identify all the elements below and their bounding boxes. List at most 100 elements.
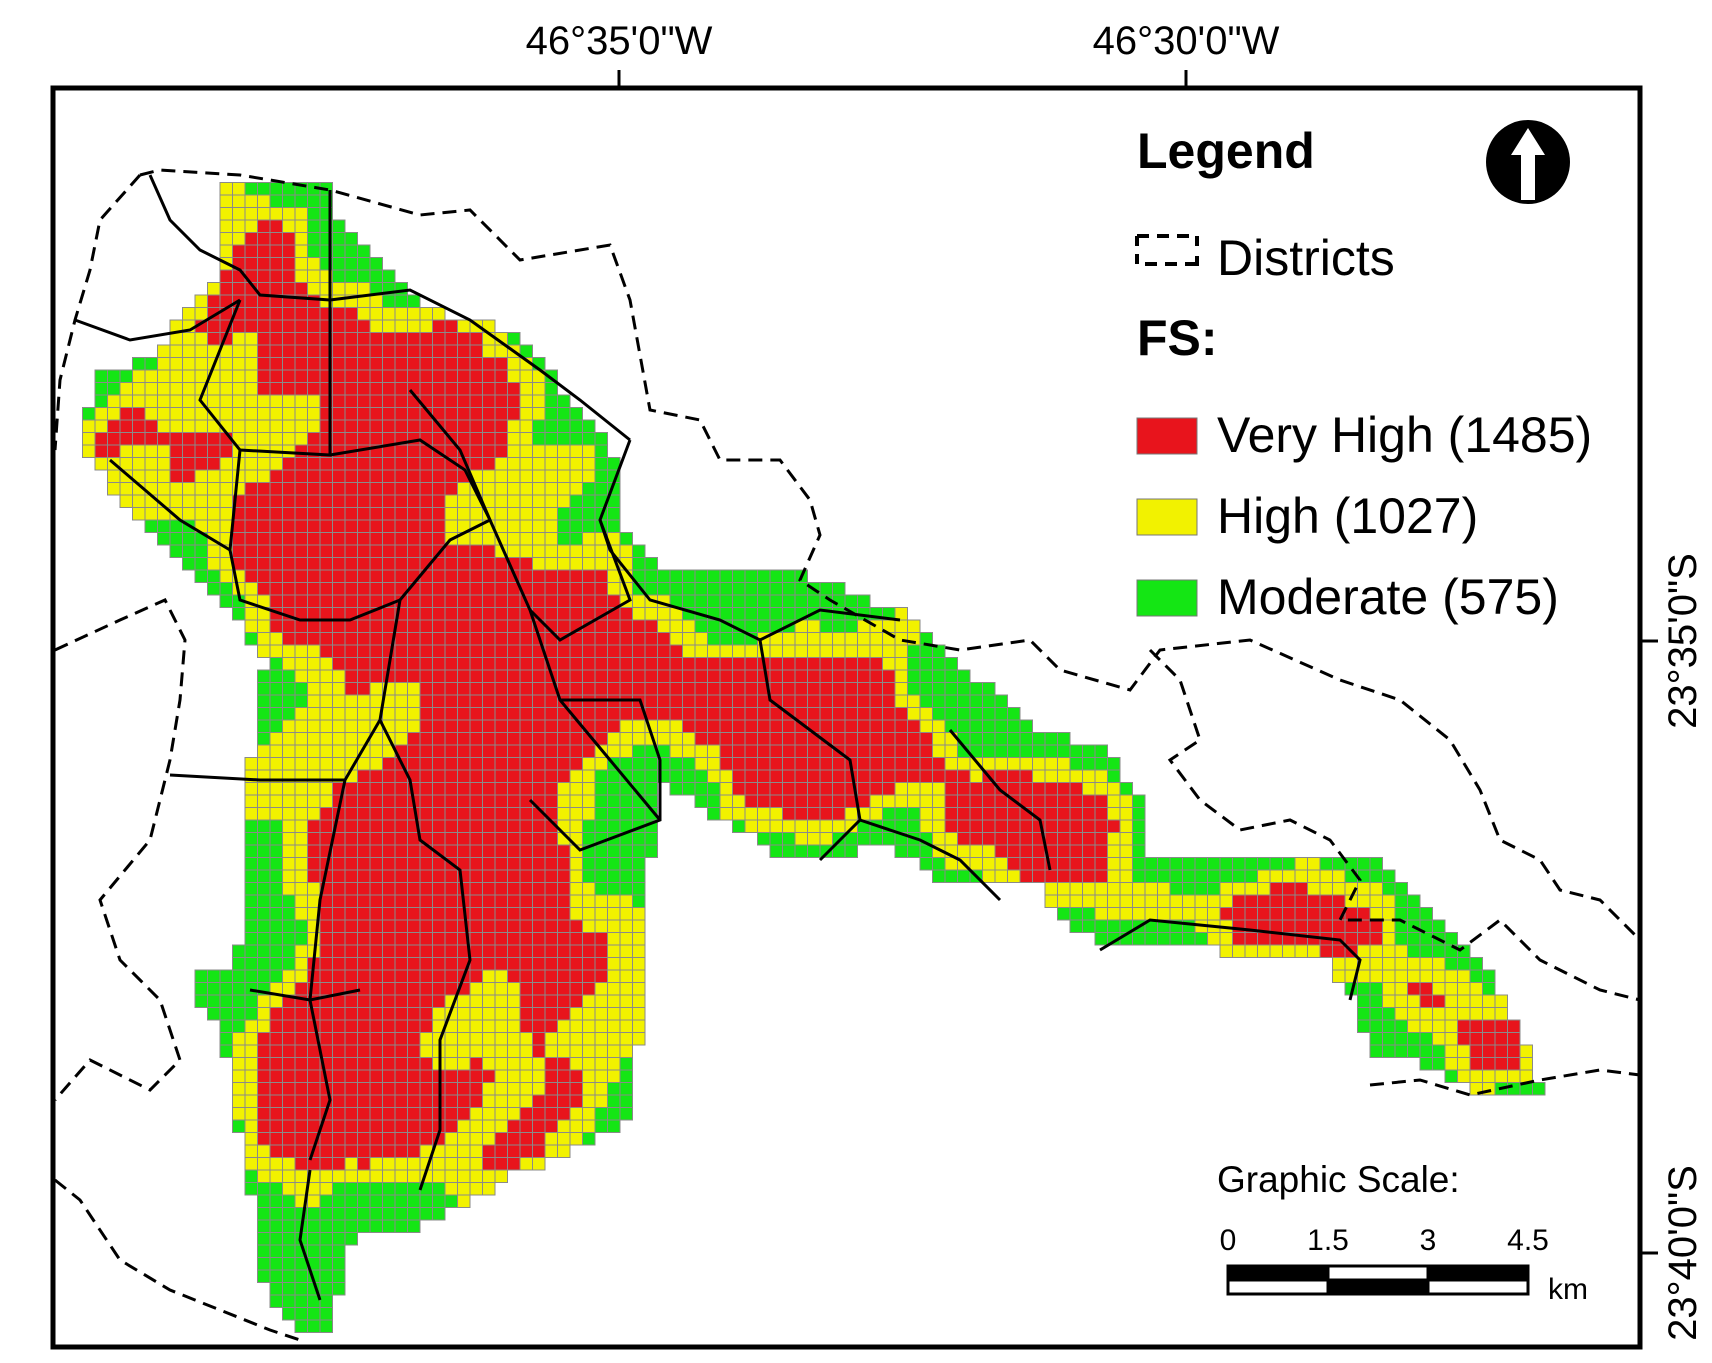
grid-cell [319,632,333,646]
grid-cell [407,544,421,558]
grid-cell [282,744,296,758]
grid-cell [582,544,596,558]
grid-cell [357,844,371,858]
grid-cell [269,832,283,846]
grid-cell [282,794,296,808]
grid-cell [707,594,721,608]
grid-cell [157,469,171,483]
grid-cell [344,1157,358,1171]
grid-cell [282,894,296,908]
grid-cell [732,819,746,833]
grid-cell [644,782,658,796]
grid-cell [369,869,383,883]
grid-cell [1082,919,1096,933]
grid-cell [794,757,808,771]
grid-cell [1119,894,1133,908]
grid-cell [707,707,721,721]
grid-cell [244,1119,258,1133]
grid-cell [457,344,471,358]
grid-cell [1332,882,1346,896]
grid-cell [257,1269,271,1283]
grid-cell [269,194,283,208]
grid-cell [307,519,321,533]
grid-cell [1369,1044,1383,1058]
grid-cell [594,907,608,921]
grid-cell [307,757,321,771]
grid-cell [544,982,558,996]
grid-cell [519,719,533,733]
grid-cell [782,632,796,646]
grid-cell [969,719,983,733]
grid-cell [857,782,871,796]
grid-cell [1094,869,1108,883]
grid-cell [357,282,371,296]
grid-cell [494,432,508,446]
scale-tick-label: 3 [1420,1224,1437,1257]
grid-cell [632,619,646,633]
grid-cell [1382,957,1396,971]
grid-cell [819,832,833,846]
grid-cell [232,1069,246,1083]
grid-cell [357,1194,371,1208]
grid-cell [1269,944,1283,958]
grid-cell [1369,869,1383,883]
grid-cell [257,732,271,746]
grid-cell [269,532,283,546]
grid-cell [282,982,296,996]
grid-cell [519,569,533,583]
grid-cell [457,1007,471,1021]
grid-cell [369,1094,383,1108]
grid-cell [1357,1019,1371,1033]
grid-cell [369,1194,383,1208]
grid-cell [569,819,583,833]
grid-cell [444,1032,458,1046]
grid-cell [382,394,396,408]
grid-cell [282,507,296,521]
grid-cell [457,1119,471,1133]
grid-cell [307,1244,321,1258]
grid-cell [282,282,296,296]
grid-cell [607,507,621,521]
grid-cell [519,507,533,521]
grid-cell [544,469,558,483]
grid-cell [844,719,858,733]
grid-cell [532,1057,546,1071]
grid-cell [569,857,583,871]
grid-cell [207,394,221,408]
grid-cell [394,494,408,508]
grid-cell [269,1282,283,1296]
grid-cell [444,344,458,358]
grid-cell [332,1019,346,1033]
grid-cell [582,882,596,896]
grid-cell [544,694,558,708]
grid-cell [957,869,971,883]
grid-cell [482,894,496,908]
grid-cell [369,469,383,483]
grid-cell [807,769,821,783]
grid-cell [419,1194,433,1208]
grid-cell [457,707,471,721]
grid-cell [332,357,346,371]
grid-cell [307,1069,321,1083]
grid-cell [907,682,921,696]
grid-cell [769,782,783,796]
grid-cell [969,782,983,796]
grid-cell [182,432,196,446]
grid-cell [419,544,433,558]
grid-cell [357,719,371,733]
grid-cell [557,619,571,633]
grid-cell [282,194,296,208]
grid-cell [394,1082,408,1096]
grid-cell [369,1057,383,1071]
grid-cell [569,769,583,783]
grid-cell [282,857,296,871]
grid-cell [844,619,858,633]
grid-cell [269,219,283,233]
grid-cell [844,657,858,671]
grid-cell [419,319,433,333]
grid-cell [207,1007,221,1021]
grid-cell [507,832,521,846]
grid-cell [307,294,321,308]
grid-cell [469,819,483,833]
grid-cell [457,332,471,346]
